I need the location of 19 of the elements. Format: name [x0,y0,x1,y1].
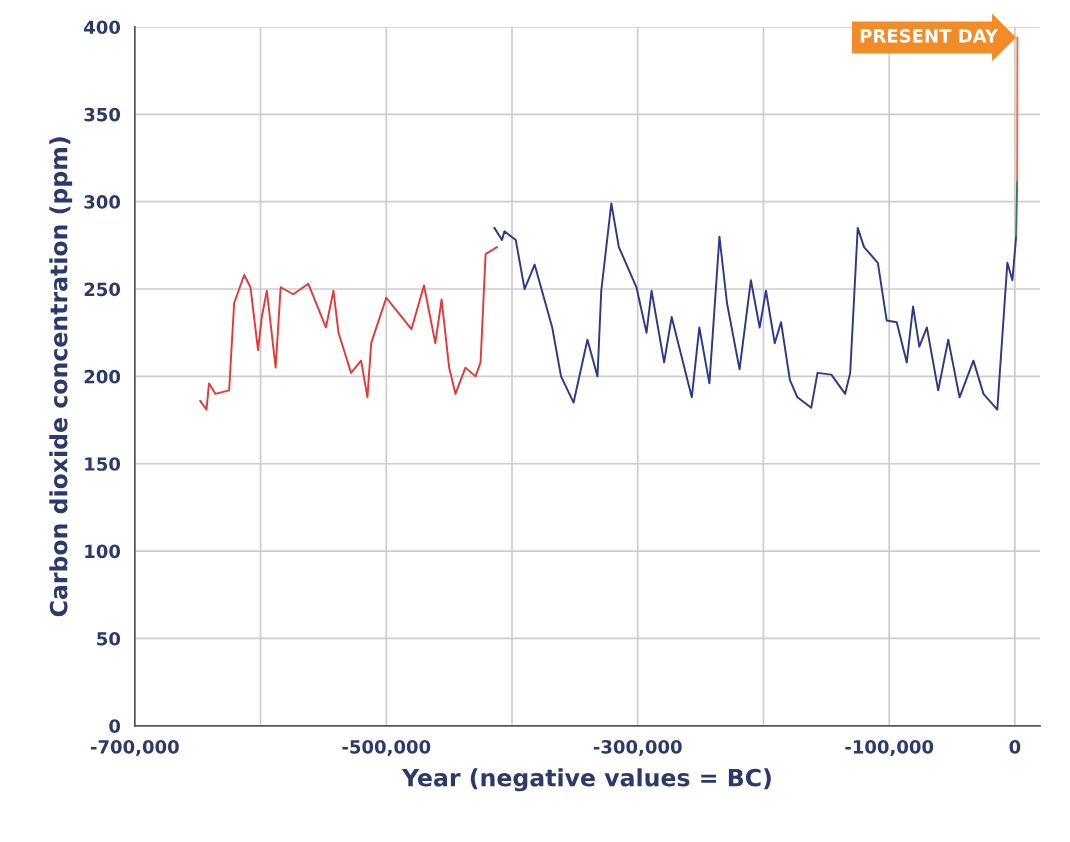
y-tick-label: 250 [84,282,121,297]
y-tick-label: 400 [84,20,121,35]
x-tick-label: -100,000 [845,740,934,756]
y-tick-label: 100 [85,544,121,559]
x-tick-label: -300,000 [593,740,682,756]
x-tick-label: -500,000 [342,740,431,756]
y-tick-label: 150 [85,457,121,471]
y-axis-title: Carbon dioxide concentration (ppm) [49,137,73,617]
x-tick-label: 0 [1009,740,1021,754]
x-axis-title: Year (negative values = BC) [401,768,771,792]
line-series [493,202,1018,411]
y-tick-label: 0 [109,719,121,733]
x-tick-label: -700,000 [90,740,179,756]
y-tick-label: 350 [84,107,121,122]
y-tick-label: 200 [84,369,121,384]
y-tick-label: 300 [84,195,121,209]
line-series [199,246,498,411]
y-tick-label: 50 [97,631,121,646]
annotation: PRESENT DAY [860,29,999,43]
